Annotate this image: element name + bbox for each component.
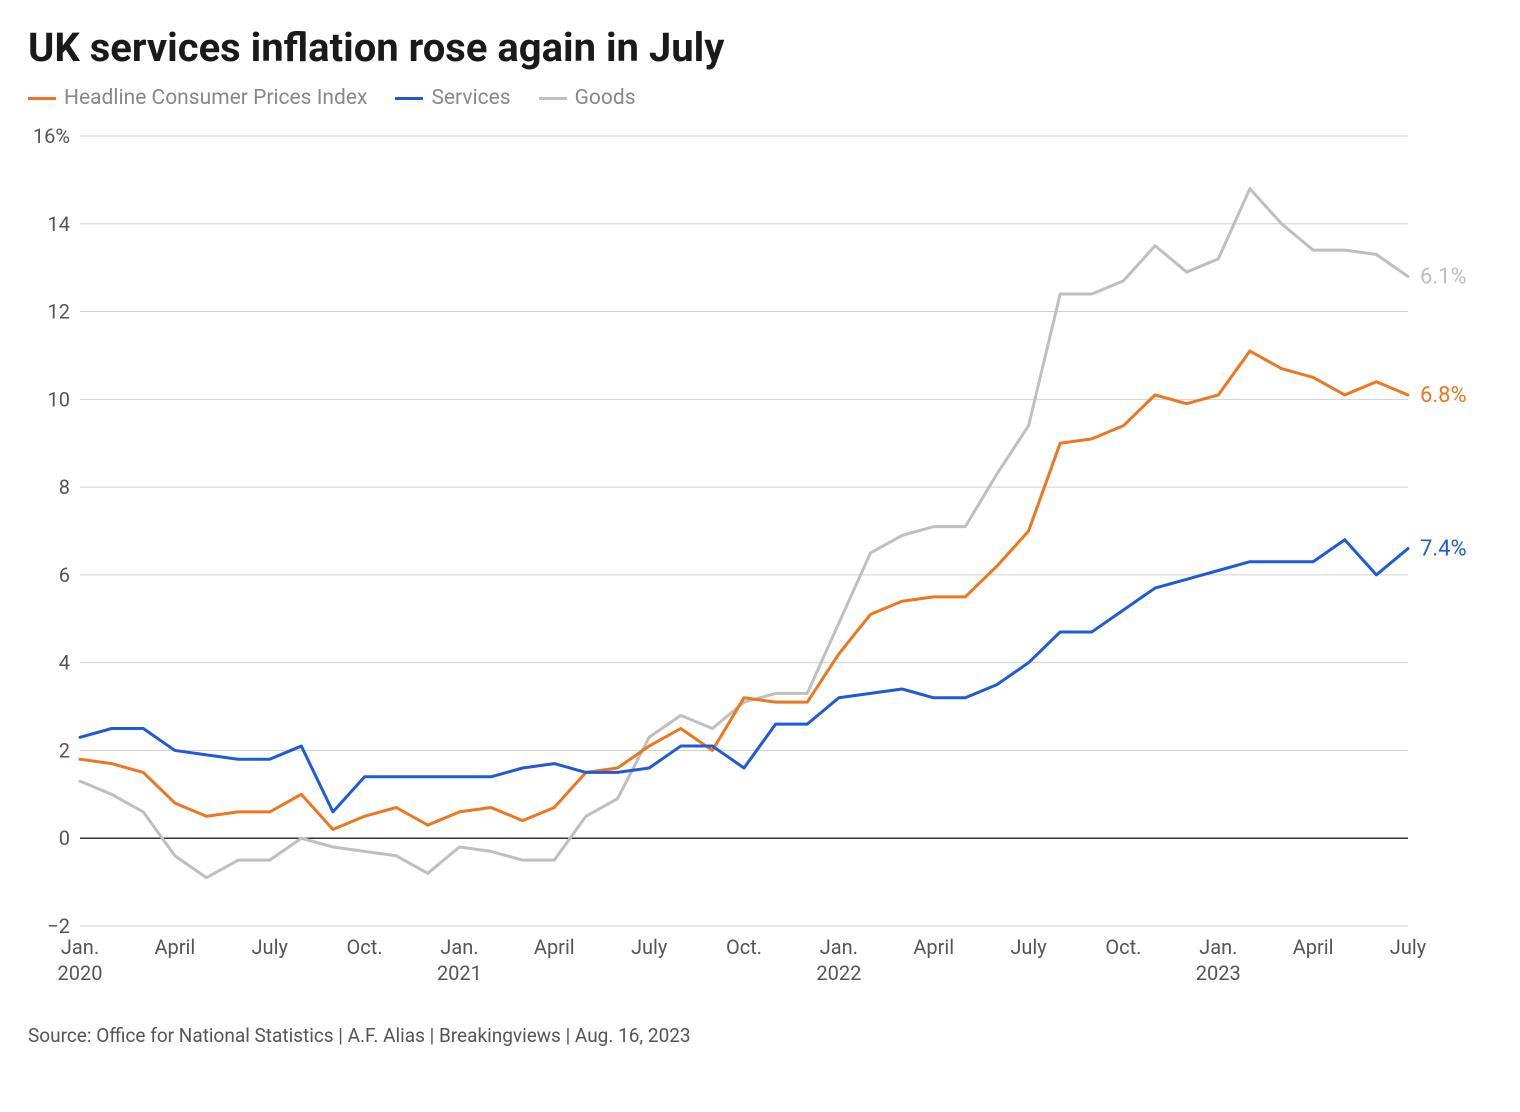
svg-text:10: 10 [48, 387, 70, 411]
svg-text:Oct.: Oct. [347, 935, 383, 959]
legend-swatch-headline [28, 97, 56, 100]
legend-item-services: Services [395, 86, 510, 110]
legend-label-services: Services [431, 86, 510, 110]
svg-text:Jan.: Jan. [820, 935, 858, 959]
svg-text:6.8%: 6.8% [1420, 383, 1467, 408]
svg-text:April: April [913, 935, 954, 959]
svg-text:2: 2 [59, 738, 70, 762]
svg-text:4: 4 [59, 651, 70, 675]
legend-label-headline: Headline Consumer Prices Index [64, 86, 367, 110]
svg-text:July: July [631, 935, 668, 959]
svg-text:April: April [534, 935, 575, 959]
svg-text:April: April [154, 935, 195, 959]
chart-area: −20246810121416%Jan.2020AprilJulyOct.Jan… [28, 126, 1492, 1006]
legend-swatch-services [395, 97, 423, 100]
line-chart: −20246810121416%Jan.2020AprilJulyOct.Jan… [28, 126, 1492, 1006]
svg-text:0: 0 [59, 826, 70, 850]
svg-text:July: July [252, 935, 289, 959]
chart-title: UK services inflation rose again in July [28, 24, 1492, 72]
legend-swatch-goods [539, 97, 567, 100]
svg-text:Oct.: Oct. [1105, 935, 1141, 959]
svg-text:14: 14 [48, 212, 70, 236]
svg-text:2021: 2021 [437, 961, 482, 985]
svg-text:2020: 2020 [58, 961, 103, 985]
svg-text:Jan.: Jan. [61, 935, 99, 959]
legend-label-goods: Goods [575, 86, 636, 110]
svg-text:Jan.: Jan. [440, 935, 478, 959]
legend-item-headline: Headline Consumer Prices Index [28, 86, 367, 110]
svg-text:7.4%: 7.4% [1420, 537, 1467, 562]
svg-text:12: 12 [48, 300, 70, 324]
svg-text:2023: 2023 [1196, 961, 1241, 985]
svg-text:July: July [1390, 935, 1427, 959]
legend-item-goods: Goods [539, 86, 636, 110]
svg-text:6.1%: 6.1% [1420, 264, 1467, 289]
svg-text:July: July [1010, 935, 1047, 959]
svg-text:2022: 2022 [816, 961, 861, 985]
source-line: Source: Office for National Statistics |… [28, 1024, 1492, 1047]
svg-text:6: 6 [59, 563, 70, 587]
svg-text:8: 8 [59, 475, 70, 499]
svg-text:16%: 16% [33, 126, 70, 148]
legend: Headline Consumer Prices Index Services … [28, 86, 1492, 110]
svg-text:April: April [1293, 935, 1334, 959]
svg-text:Oct.: Oct. [726, 935, 762, 959]
svg-text:Jan.: Jan. [1199, 935, 1237, 959]
